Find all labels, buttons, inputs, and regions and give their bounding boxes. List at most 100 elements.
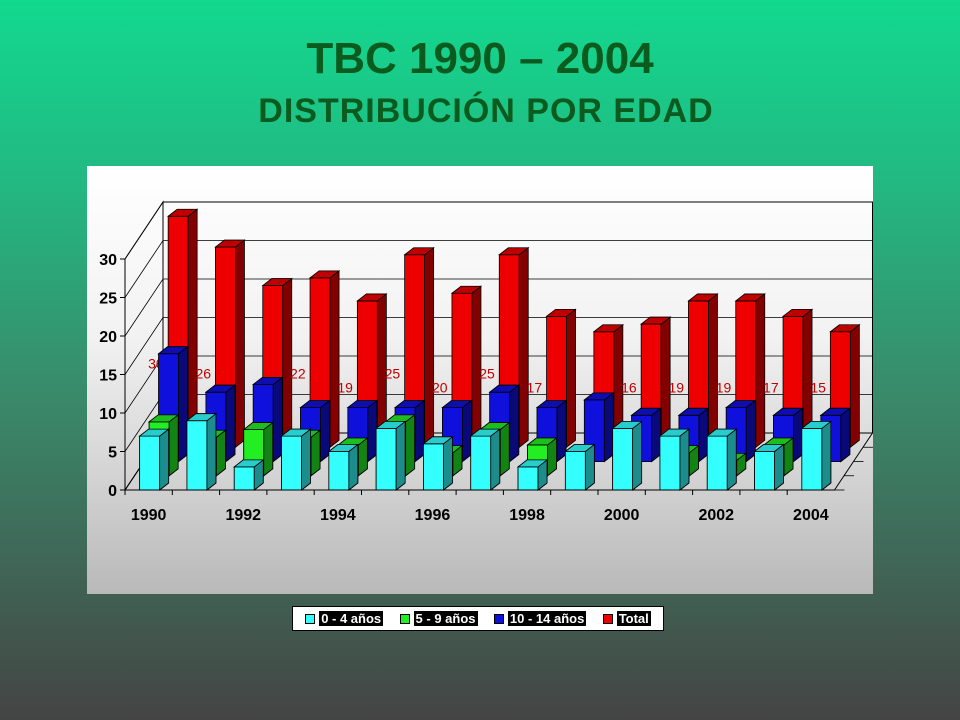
bar-overlay xyxy=(611,420,643,491)
bar-side xyxy=(584,443,595,491)
bar-top xyxy=(526,437,558,446)
bar xyxy=(403,246,435,449)
bar-overlay xyxy=(800,420,833,491)
data-label: 26 xyxy=(195,365,211,381)
legend-swatch xyxy=(602,613,613,624)
bar-side xyxy=(849,323,860,449)
data-label: 19 xyxy=(668,379,684,395)
bar-side xyxy=(424,246,435,449)
chart-legend: 0 - 4 años 5 - 9 años 10 - 14 años Total xyxy=(292,606,664,631)
bar-overlay xyxy=(753,443,785,491)
data-label: 22 xyxy=(290,365,306,381)
bar-overlay xyxy=(658,428,691,491)
bar-side xyxy=(755,293,766,449)
bar-top xyxy=(356,293,388,302)
bar-side xyxy=(443,435,453,491)
bar-overlay xyxy=(564,443,596,491)
bar-top xyxy=(469,428,501,437)
bar-side xyxy=(206,412,217,491)
bar-side xyxy=(556,399,567,463)
bar-top xyxy=(545,308,577,317)
bar-front xyxy=(186,420,208,491)
bar-top xyxy=(261,278,293,286)
bar-top xyxy=(564,444,596,452)
bar-top xyxy=(308,270,341,279)
bar-top xyxy=(687,293,719,302)
bar-front xyxy=(281,435,302,491)
bar-top xyxy=(829,324,861,333)
legend-item: Total xyxy=(602,611,651,626)
data-label: 20 xyxy=(432,379,448,395)
bar-front xyxy=(517,466,539,491)
chart-subtitle: DISTRIBUCIÓN POR EDAD xyxy=(258,92,714,130)
chart-title: TBC 1990 – 2004 xyxy=(306,34,654,83)
bar-top xyxy=(374,420,407,429)
x-tick-label: 2002 xyxy=(698,507,734,524)
bar-front xyxy=(233,466,255,491)
bar-top xyxy=(753,444,785,452)
bar-side xyxy=(348,443,359,491)
bar-top xyxy=(252,377,284,385)
data-label: 25 xyxy=(385,365,401,381)
bar-side xyxy=(263,421,274,477)
x-tick-label: 1998 xyxy=(509,507,545,524)
bar-front xyxy=(328,451,350,491)
bar-side xyxy=(187,208,198,449)
data-label: 17 xyxy=(527,379,543,395)
bar-side xyxy=(235,239,245,449)
bar-side xyxy=(168,414,179,477)
bar-top xyxy=(639,316,672,325)
bar-top xyxy=(204,384,237,393)
bar-side xyxy=(490,428,501,491)
bar-side xyxy=(272,376,283,463)
bar-side xyxy=(698,407,709,463)
bar-overlay xyxy=(280,428,312,491)
y-tick-label: 5 xyxy=(108,445,117,462)
bar-side xyxy=(310,429,321,477)
bar-side xyxy=(499,421,510,477)
bar-overlay xyxy=(233,459,265,491)
bar-side xyxy=(821,420,832,491)
bar-top xyxy=(214,239,246,248)
legend-label: Total xyxy=(616,611,651,626)
bar-top xyxy=(157,346,189,355)
bar-top xyxy=(611,420,643,429)
bar-side xyxy=(708,293,718,449)
bar-front xyxy=(375,427,397,491)
bar-top xyxy=(299,400,331,409)
y-tick-label: 15 xyxy=(99,368,117,385)
bar-overlay xyxy=(706,428,738,491)
bar-side xyxy=(329,270,340,449)
legend-swatch xyxy=(305,613,316,624)
bar-top xyxy=(772,407,804,416)
bar-top xyxy=(327,444,360,452)
bar-side xyxy=(301,428,311,491)
bar-overlay xyxy=(422,435,454,491)
bar-top xyxy=(677,407,710,416)
bar-overlay xyxy=(516,459,549,491)
bar-overlay xyxy=(185,412,218,491)
bar-front xyxy=(612,427,634,491)
data-label: 17 xyxy=(763,379,779,395)
bar-top xyxy=(166,208,199,217)
bar-top xyxy=(346,400,379,409)
bar-top xyxy=(233,459,265,468)
x-tick-label: 1990 xyxy=(131,507,167,524)
chart-plot-panel: 0 5 10 15 20 25 30 30 26 22 19 25 20 25 17 16 19 19 17 15 19… xyxy=(87,166,873,594)
data-label: 15 xyxy=(810,379,826,395)
legend-label: 5 - 9 años xyxy=(413,611,478,626)
bar-side xyxy=(216,429,226,477)
legend-swatch xyxy=(493,613,504,624)
bar-top xyxy=(819,407,852,416)
bar-top xyxy=(488,384,520,393)
bar-top xyxy=(441,400,473,409)
bar-top xyxy=(658,428,691,437)
bar-front xyxy=(423,443,444,491)
bar-front xyxy=(470,435,492,491)
bar-overlay xyxy=(469,428,501,491)
data-label: 16 xyxy=(621,379,637,395)
bar-overlay xyxy=(327,443,360,491)
bar-top xyxy=(242,422,274,430)
bar-top xyxy=(498,247,530,256)
bar-top xyxy=(734,293,766,302)
